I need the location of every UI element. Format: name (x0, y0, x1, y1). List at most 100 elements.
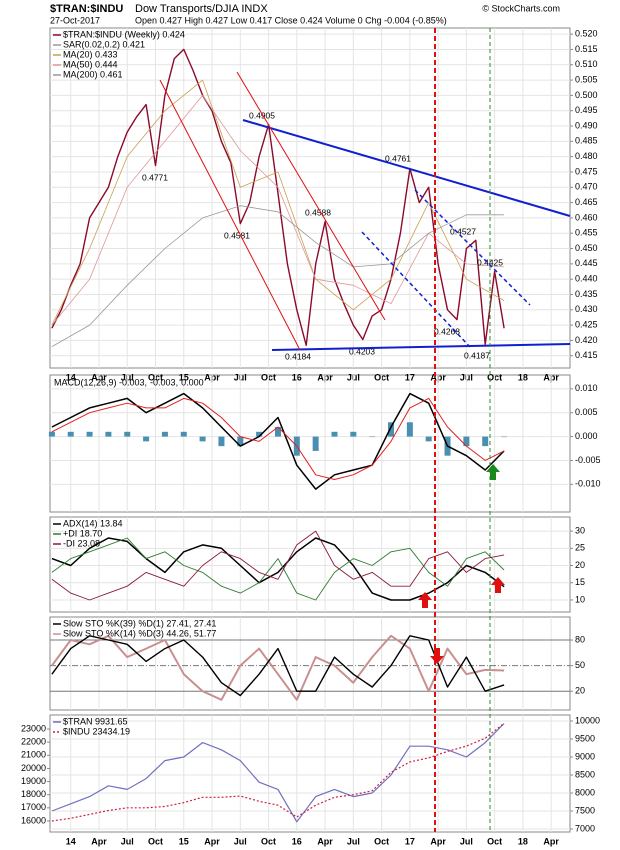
y-tick-label: 0.510 (575, 59, 598, 69)
histogram-bar (256, 431, 263, 437)
series-line (51, 635, 505, 697)
trendline (236, 71, 386, 321)
y-tick-label: -0.010 (575, 479, 601, 489)
histogram-bar (369, 436, 376, 438)
y-tick-label: 0.480 (575, 151, 598, 161)
panel-frames (49, 27, 571, 833)
y-tick-label: 0.435 (575, 289, 598, 299)
y-tick-label: 0.000 (575, 431, 598, 441)
x-tick-label: Oct (374, 836, 389, 846)
y-tick-label: 30 (575, 525, 585, 535)
y-tick-label: 0.415 (575, 350, 598, 360)
y-tick-label: 0.420 (575, 335, 598, 345)
price-annotation: 0.4203 (349, 346, 375, 356)
y-tick-label: 0.430 (575, 304, 598, 314)
y-tick-label: 0.465 (575, 197, 598, 207)
trendline (242, 119, 571, 217)
histogram-bar (425, 436, 432, 442)
y-tick-label: 0.490 (575, 120, 598, 130)
date: 27-Oct-2017 (50, 15, 100, 25)
legend-entry: $INDU 23434.19 (63, 726, 130, 736)
y-tick-label: 0.500 (575, 90, 598, 100)
y2-tick-label: 18000 (21, 789, 46, 799)
series-line (51, 79, 505, 326)
y-tick-label: 0.515 (575, 44, 598, 54)
y2-tick-label: 22000 (21, 737, 46, 747)
histogram-bar (143, 436, 150, 442)
legend-entry: MA(20) 0.433 (63, 49, 118, 59)
legend-entry: $TRAN 9931.65 (63, 716, 128, 726)
legend-entry: -DI 23.08 (63, 538, 100, 548)
x-tick-label: Oct (148, 836, 163, 846)
main-panel (49, 27, 571, 369)
legend-entry: MA(200) 0.461 (63, 69, 123, 79)
y-tick-label: 0.485 (575, 136, 598, 146)
y-tick-label: 10 (575, 594, 585, 604)
y-tick-label: 9000 (575, 751, 595, 761)
macd-panel (49, 374, 571, 513)
histogram-bar (331, 431, 338, 437)
y-tick-label: 0.450 (575, 243, 598, 253)
x-tick-label: Jul (121, 836, 134, 846)
series-line (51, 537, 505, 601)
histogram-bar (406, 422, 413, 437)
y2-tick-label: 17000 (21, 802, 46, 812)
credit: © StockCharts.com (482, 3, 560, 13)
y-tick-label: 25 (575, 543, 585, 553)
up-arrow (418, 592, 432, 608)
y-tick-label: 0.010 (575, 383, 598, 393)
trendline (159, 79, 301, 351)
x-tick-label: Oct (261, 836, 276, 846)
y-tick-label: 8500 (575, 769, 595, 779)
y-tick-label: 0.475 (575, 166, 598, 176)
price-annotation: 0.4187 (464, 350, 490, 360)
trendline (271, 343, 571, 351)
y-tick-label: 8000 (575, 787, 595, 797)
x-tick-label: 14 (66, 836, 76, 846)
y-tick-label: 50 (575, 660, 585, 670)
x-tick-label: 16 (292, 836, 302, 846)
y2-tick-label: 16000 (21, 815, 46, 825)
y-tick-label: 20 (575, 560, 585, 570)
y-tick-label: 0.460 (575, 212, 598, 222)
x-tick-label: 18 (518, 836, 528, 846)
y-tick-label: 0.440 (575, 274, 598, 284)
histogram-bar (161, 431, 168, 437)
y-tick-label: 10000 (575, 715, 600, 725)
y-tick-label: 0.495 (575, 105, 598, 115)
legend-entry: ADX(14) 13.84 (63, 518, 123, 528)
x-tick-label: Apr (204, 836, 220, 846)
x-tick-label: Apr (317, 836, 333, 846)
y-tick-label: 0.455 (575, 228, 598, 238)
y-tick-label: -0.005 (575, 455, 601, 465)
y-tick-label: 0.520 (575, 29, 598, 39)
histogram-bar (48, 431, 55, 437)
histogram-bar (350, 431, 357, 437)
x-tick-label: Oct (487, 836, 502, 846)
histogram-bar (67, 431, 74, 437)
y2-tick-label: 20000 (21, 763, 46, 773)
histogram-bar (124, 431, 131, 437)
x-tick-label: Apr (430, 836, 446, 846)
price-annotation: 0.4761 (385, 153, 411, 163)
series-line (51, 397, 505, 480)
y2-tick-label: 23000 (21, 723, 46, 733)
x-tick-label: Jul (460, 836, 473, 846)
legend-entry: +DI 18.70 (63, 528, 102, 538)
drawings (159, 28, 571, 832)
x-tick-label: Jul (347, 836, 360, 846)
y-tick-label: 0.470 (575, 182, 598, 192)
series-line (51, 537, 505, 601)
price-annotation: 0.4905 (249, 110, 275, 120)
histogram-bar (388, 422, 395, 437)
series-line (51, 530, 505, 601)
y-tick-label: 0.425 (575, 319, 598, 329)
x-tick-label: Jul (234, 836, 247, 846)
y-tick-label: 15 (575, 577, 585, 587)
x-tick-label: Apr (91, 836, 107, 846)
symbol-name: Dow Transports/DJIA INDX (135, 3, 268, 15)
histogram-bar (312, 436, 319, 451)
histogram-bar (86, 431, 93, 437)
price-annotation: 0.4527 (450, 226, 476, 236)
